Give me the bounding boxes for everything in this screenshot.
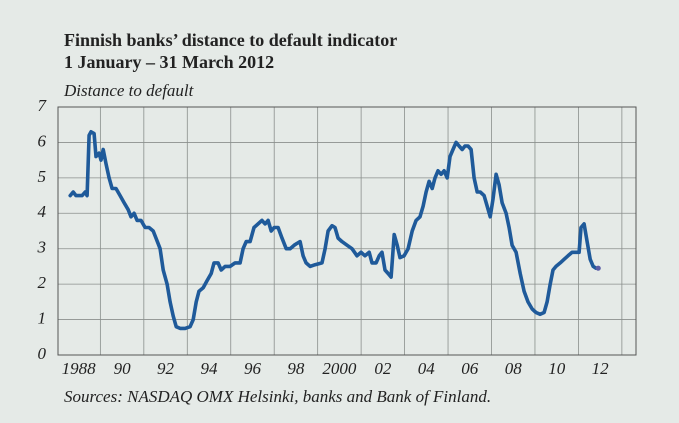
- chart-subtitle: 1 January – 31 March 2012: [64, 52, 274, 72]
- y-axis-label: Distance to default: [63, 81, 195, 100]
- x-tick-label: 02: [374, 359, 392, 378]
- chart-title: Finnish banks’ distance to default indic…: [64, 30, 397, 50]
- y-tick-label: 3: [37, 238, 47, 257]
- y-tick-label: 2: [38, 273, 47, 292]
- y-tick-label: 0: [38, 344, 47, 363]
- x-tick-label: 2000: [322, 359, 357, 378]
- x-tick-label: 92: [157, 359, 175, 378]
- x-tick-label: 90: [114, 359, 132, 378]
- y-tick-label: 5: [38, 167, 47, 186]
- x-tick-label: 10: [548, 359, 566, 378]
- x-tick-label: 04: [418, 359, 436, 378]
- x-tick-label: 96: [244, 359, 262, 378]
- x-tick-label: 08: [505, 359, 523, 378]
- end-marker: [595, 265, 601, 271]
- x-tick-label: 94: [201, 359, 219, 378]
- y-tick-label: 4: [38, 202, 47, 221]
- x-tick-label: 1988: [62, 359, 97, 378]
- x-tick-label: 98: [287, 359, 305, 378]
- line: [68, 130, 600, 331]
- y-tick-label: 1: [38, 308, 47, 327]
- y-tick-label: 6: [38, 131, 47, 150]
- y-tick-label: 7: [38, 96, 48, 115]
- plot-frame: [57, 106, 637, 356]
- x-tick-label: 06: [461, 359, 479, 378]
- source: Sources: NASDAQ OMX Helsinki, banks and …: [64, 387, 491, 406]
- x-tick-label: 12: [592, 359, 610, 378]
